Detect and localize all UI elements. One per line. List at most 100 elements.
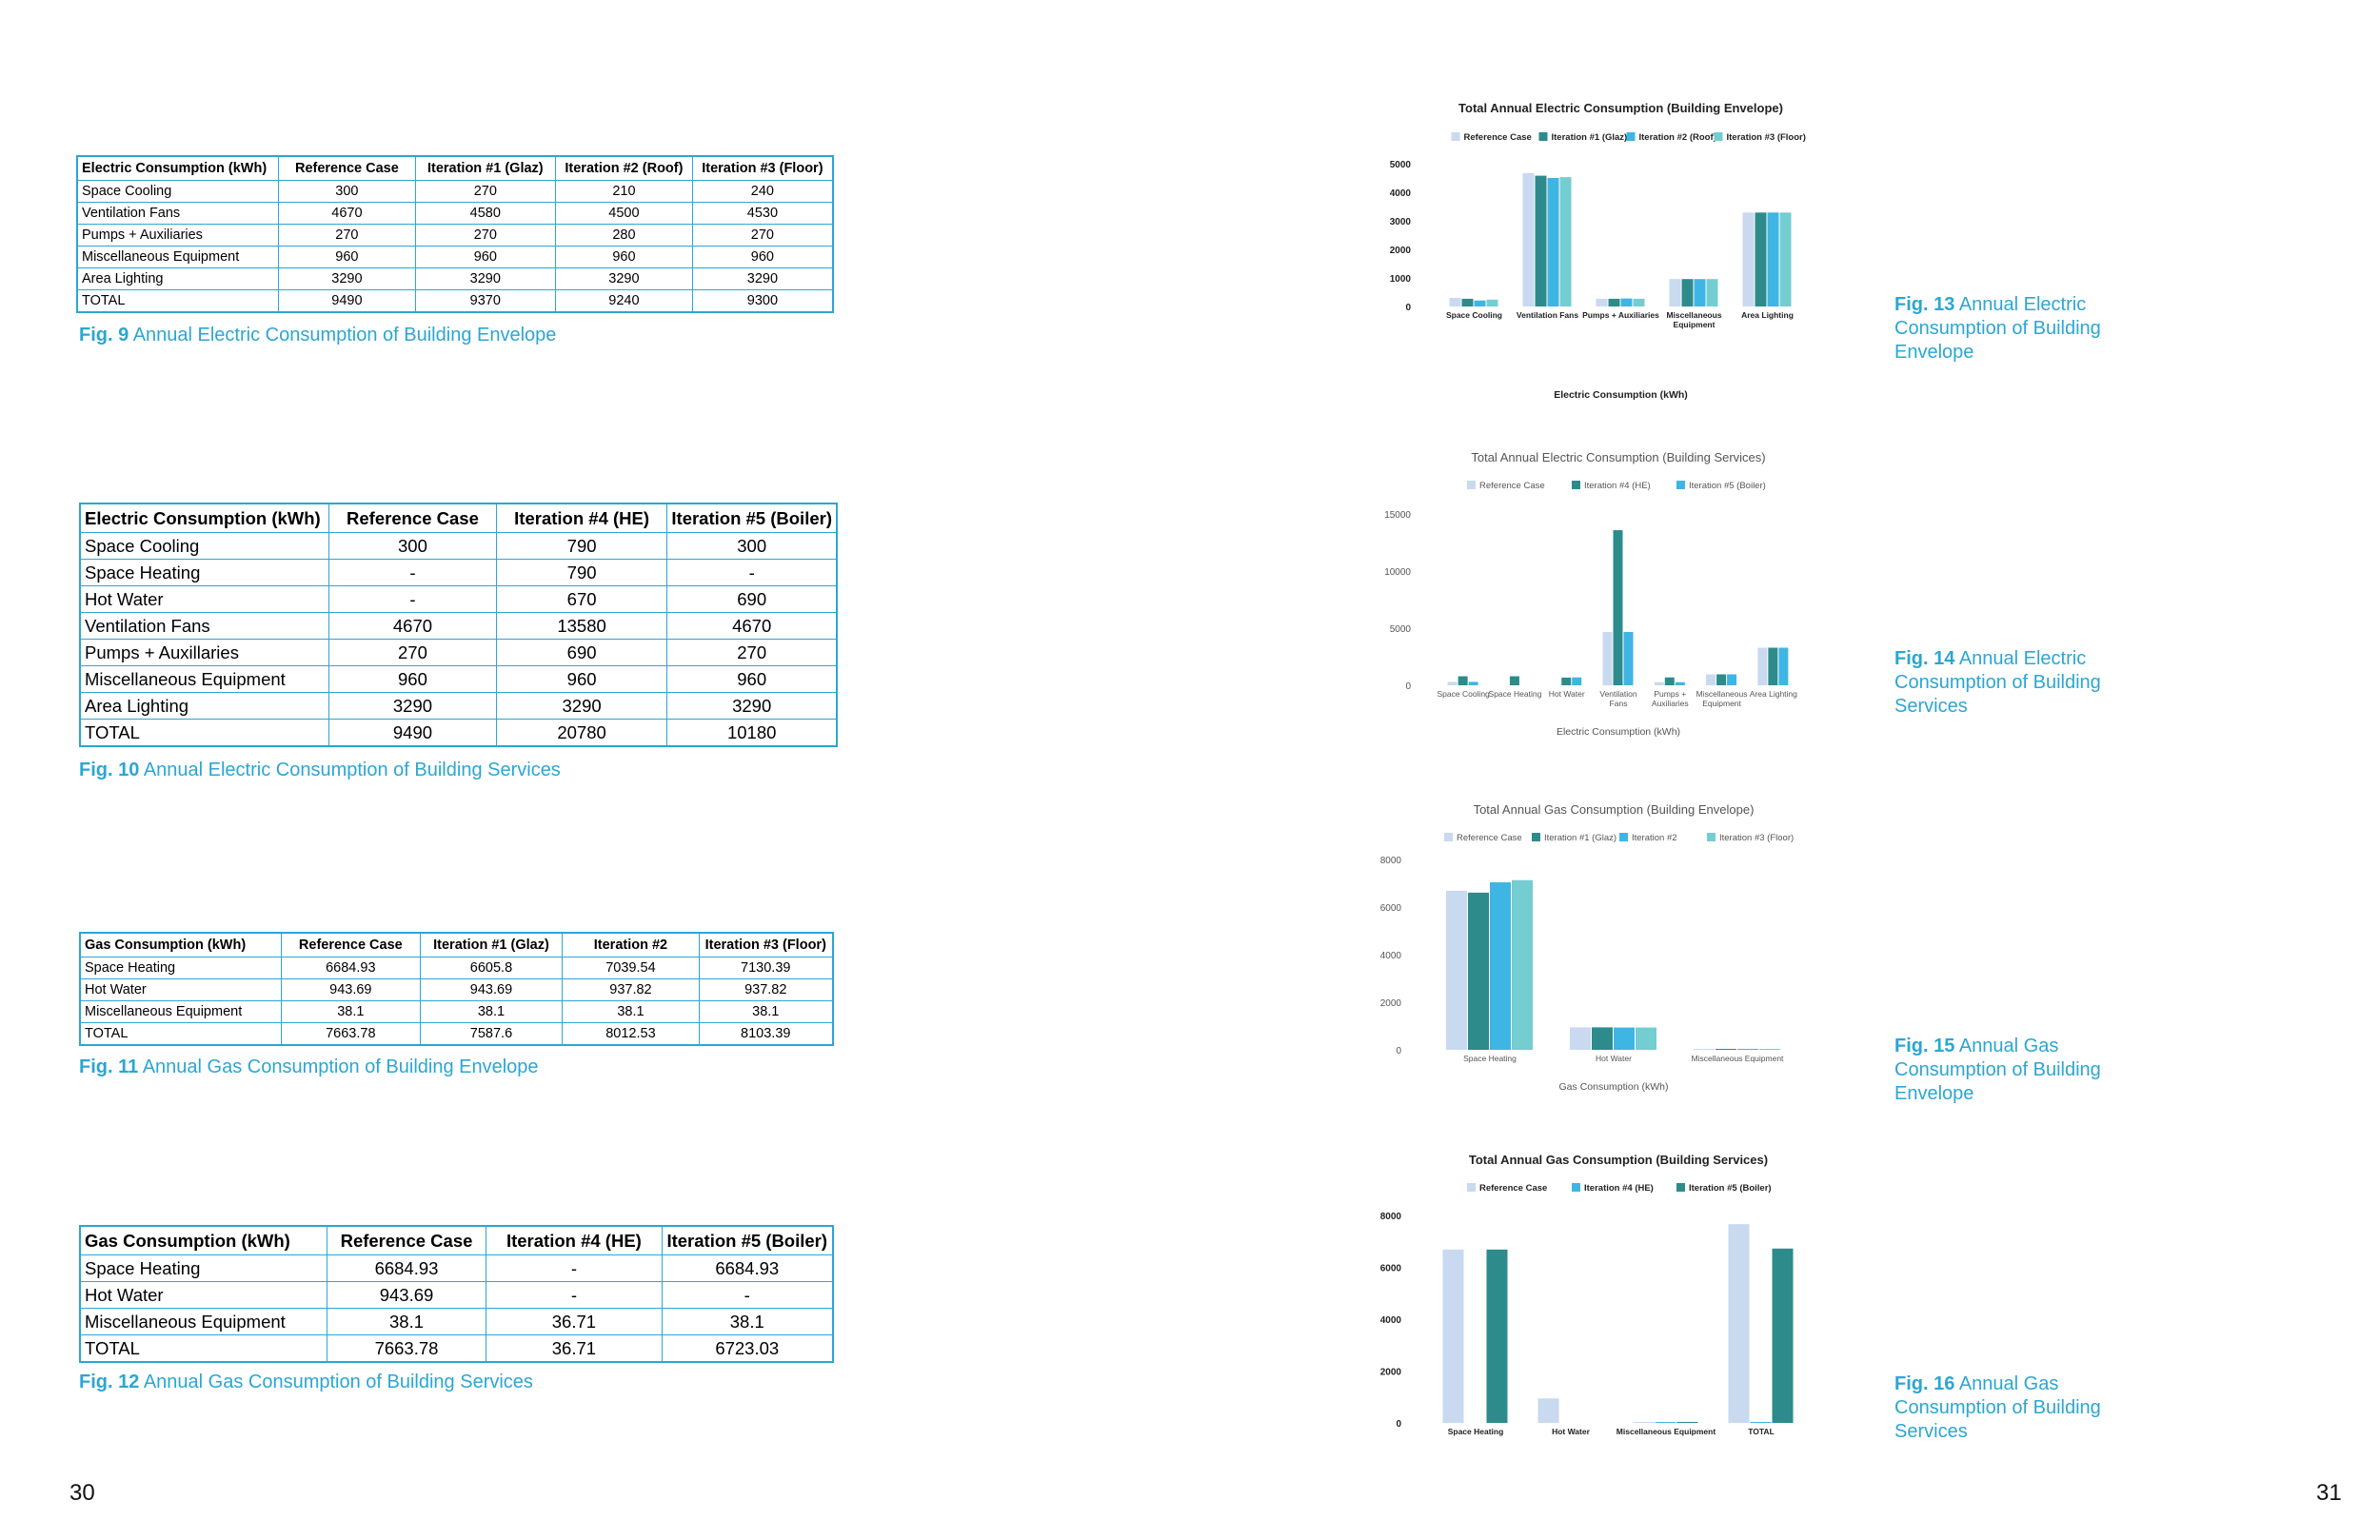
table-cell: 690 xyxy=(666,585,838,613)
bar xyxy=(1614,1027,1635,1050)
table-cell: 300 xyxy=(278,180,416,203)
table-row: TOTAL 9490 9370 9240 9300 xyxy=(76,289,834,313)
table-cell: 270 xyxy=(278,224,416,247)
table-cell: 960 xyxy=(278,246,416,268)
table-header-row: Electric Consumption (kWh) Reference Case… xyxy=(79,503,838,533)
table-header-cell: Reference Case xyxy=(328,503,497,533)
table-header-cell: Iteration #3 (Floor) xyxy=(698,932,834,958)
bar xyxy=(1633,298,1645,306)
x-category-label: Space Heating xyxy=(1463,1054,1517,1063)
y-tick-label: 8000 xyxy=(1380,1212,1402,1222)
bar xyxy=(1474,300,1486,306)
table-cell: 960 xyxy=(691,246,834,268)
bar xyxy=(1654,681,1664,685)
table-row: Pumps + Auxiliaries 270 270 280 270 xyxy=(76,224,834,247)
table-cell: 960 xyxy=(328,665,497,693)
table-cell: 3290 xyxy=(328,692,497,720)
y-tick-label: 4000 xyxy=(1380,1315,1402,1326)
x-category-label: Miscellaneous Equipment xyxy=(1616,1427,1716,1436)
legend-label: Iteration #2 (Roof) xyxy=(1639,132,1716,143)
table-cell: 9240 xyxy=(555,289,693,313)
table-cell: 6605.8 xyxy=(419,957,564,979)
table-cell: 7587.6 xyxy=(419,1022,564,1046)
table-cell: 36.71 xyxy=(486,1308,663,1335)
bar xyxy=(1512,879,1533,1050)
table-cell: 790 xyxy=(495,559,668,586)
x-category-label: Equipment xyxy=(1674,320,1716,329)
table-cell: 300 xyxy=(328,532,497,560)
y-tick-label: 5000 xyxy=(1390,624,1412,635)
table-header-row: Gas Consumption (kWh) Reference Case Itera… xyxy=(79,932,834,958)
bar xyxy=(1535,175,1547,306)
caption-fig9: Fig. 9 Annual Electric Consumption of Bu… xyxy=(79,325,557,346)
x-category-label: Area Lighting xyxy=(1750,689,1797,699)
caption-fig12: Fig. 12 Annual Gas Consumption of Buildi… xyxy=(79,1372,533,1392)
bar xyxy=(1778,647,1789,685)
table-cell: 790 xyxy=(495,532,668,560)
table-cell: 270 xyxy=(328,639,497,666)
caption-fig14: Fig. 14 Annual Electric Consumption of B… xyxy=(1894,648,2101,717)
bar xyxy=(1767,212,1779,306)
bar xyxy=(1468,892,1489,1050)
table-cell: Pumps + Auxillaries xyxy=(79,639,330,666)
table-header-cell: Iteration #2 xyxy=(562,932,700,958)
table-cell: 4500 xyxy=(555,202,693,225)
x-category-label: TOTAL xyxy=(1748,1427,1775,1436)
bar xyxy=(1613,530,1623,685)
table-row: Ventilation Fans 4670 13580 4670 xyxy=(79,612,838,640)
table-cell: 9300 xyxy=(691,289,834,313)
bar xyxy=(1636,1027,1656,1050)
y-tick-label: 4000 xyxy=(1390,188,1412,199)
legend-label: Iteration #1 (Glaz) xyxy=(1544,833,1616,843)
x-category-label: Fans xyxy=(1610,699,1628,708)
table-cell: Miscellaneous Equipment xyxy=(76,246,280,268)
table-cell: Hot Water xyxy=(79,978,283,1001)
legend-swatch xyxy=(1676,481,1685,489)
bar xyxy=(1490,882,1511,1050)
table-cell: 9490 xyxy=(328,719,497,747)
bar xyxy=(1664,677,1675,685)
table-cell: 4530 xyxy=(691,202,834,225)
chart-gas-envelope: Total Annual Gas Consumption (Building E… xyxy=(1371,798,1885,1112)
legend-swatch xyxy=(1538,132,1548,141)
x-category-label: Area Lighting xyxy=(1741,310,1794,320)
table-row: Ventilation Fans 4670 4580 4500 4530 xyxy=(76,202,834,225)
table-cell: - xyxy=(486,1281,663,1309)
table-cell: TOTAL xyxy=(79,1022,283,1046)
table-cell: 960 xyxy=(414,246,557,268)
legend-label: Iteration #4 (HE) xyxy=(1584,1183,1654,1194)
table-header-cell: Iteration #4 (HE) xyxy=(486,1225,663,1255)
chart-title: Total Annual Electric Consumption (Build… xyxy=(1458,101,1783,115)
table-cell: 6684.93 xyxy=(326,1254,487,1282)
bar xyxy=(1716,1049,1736,1050)
y-tick-label: 6000 xyxy=(1380,1264,1402,1274)
legend-swatch xyxy=(1572,1183,1580,1192)
table-cell: 6684.93 xyxy=(661,1254,834,1282)
x-category-label: Space Cooling xyxy=(1437,689,1490,699)
table-cell: Space Cooling xyxy=(79,532,330,560)
legend-label: Iteration #3 (Floor) xyxy=(1727,132,1806,143)
table-row: TOTAL 7663.78 36.71 6723.03 xyxy=(79,1334,834,1363)
table-cell: 8012.53 xyxy=(562,1022,700,1046)
bar xyxy=(1602,631,1613,685)
legend-label: Reference Case xyxy=(1479,481,1545,491)
table-header-cell: Gas Consumption (kWh) xyxy=(79,932,283,958)
x-category-label: Miscellaneous xyxy=(1666,310,1721,320)
table-cell: 937.82 xyxy=(562,978,700,1001)
table-row: Miscellaneous Equipment 960 960 960 xyxy=(79,665,838,693)
table-cell: 943.69 xyxy=(326,1281,487,1309)
caption-fig15: Fig. 15 Annual Gas Consumption of Buildi… xyxy=(1894,1036,2101,1104)
table-cell: 3290 xyxy=(414,267,557,290)
bar xyxy=(1608,298,1620,306)
x-axis-label: Electric Consumption (kWh) xyxy=(1554,389,1688,401)
bar xyxy=(1750,1421,1772,1423)
bar xyxy=(1623,631,1634,685)
table-header-cell: Iteration #1 (Glaz) xyxy=(419,932,564,958)
x-category-label: Auxiliaries xyxy=(1652,699,1689,708)
caption-fig13: Fig. 13 Annual Electric Consumption of B… xyxy=(1894,294,2101,363)
table-electric-services: Electric Consumption (kWh) Reference Case… xyxy=(79,503,838,747)
legend-swatch xyxy=(1467,481,1476,489)
table-row: Pumps + Auxillaries 270 690 270 xyxy=(79,639,838,666)
legend-label: Reference Case xyxy=(1457,833,1522,843)
legend-swatch xyxy=(1444,833,1453,841)
